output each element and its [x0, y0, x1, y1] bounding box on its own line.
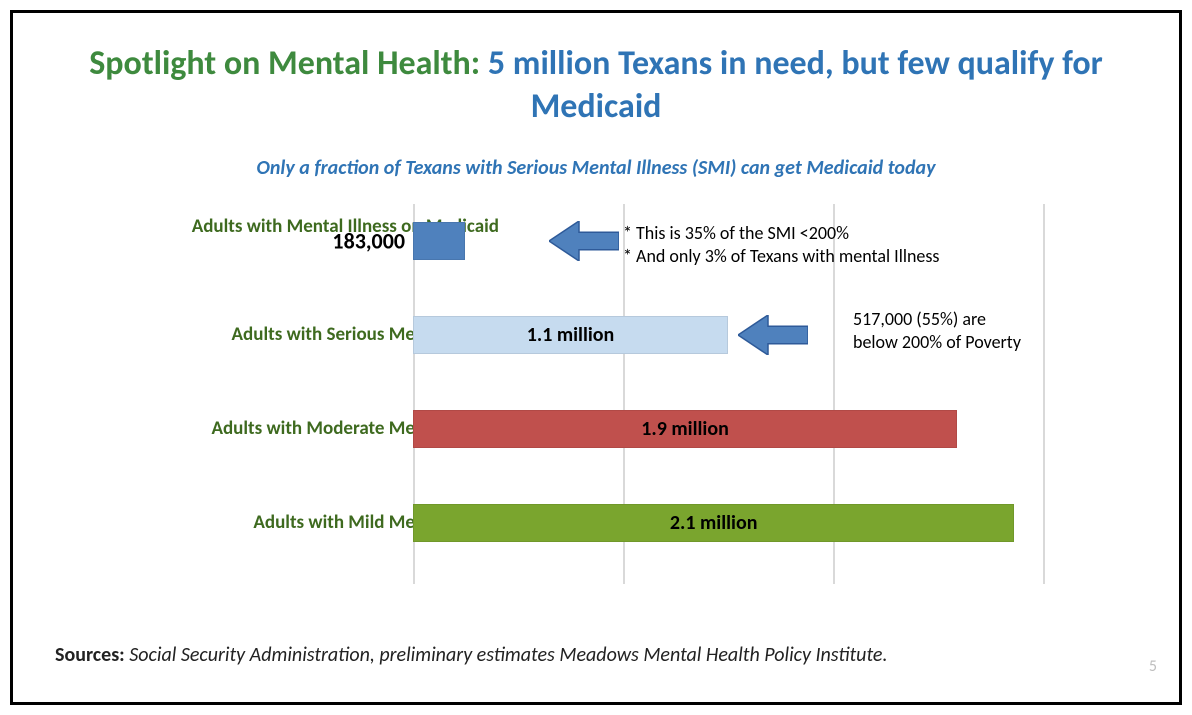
bar-annotation: 517,000 (55%) arebelow 200% of Poverty: [853, 308, 1021, 355]
page-number: 5: [1149, 657, 1157, 676]
callout-arrow-icon: [738, 315, 808, 360]
sources-body: Social Security Administration, prelimin…: [125, 643, 888, 667]
bar-value-label: 1.1 million: [527, 323, 615, 347]
title-part-blue: 5 million Texans in need, but few qualif…: [488, 43, 1103, 127]
sources-label: Sources:: [55, 643, 125, 667]
gridline: [1043, 204, 1045, 584]
page-title: Spotlight on Mental Health: 5 million Te…: [53, 43, 1139, 128]
bar-value-label: 2.1 million: [670, 511, 758, 535]
bar-value-label: 1.9 million: [641, 417, 729, 441]
bar-chart: Adults with Mental Illness on Medicaid18…: [53, 204, 1139, 584]
bar-value-label: 183,000: [332, 228, 405, 255]
sources-text: Sources: Social Security Administration,…: [55, 642, 888, 668]
callout-arrow-icon: [549, 221, 619, 266]
bar-annotation: * This is 35% of the SMI <200%* And only…: [623, 222, 939, 269]
title-part-green: Spotlight on Mental Health:: [89, 43, 488, 84]
subtitle: Only a fraction of Texans with Serious M…: [53, 156, 1139, 180]
bar: [413, 222, 465, 260]
